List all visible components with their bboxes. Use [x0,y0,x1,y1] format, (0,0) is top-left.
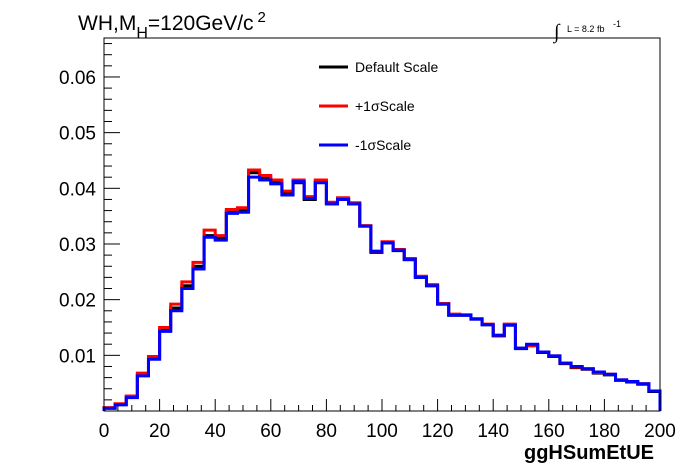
series-line-1 [102,168,662,411]
x-tick-label: 140 [477,421,509,442]
luminosity-label: ∫ L = 8.2 fb -1 [552,19,621,44]
legend-label: Default Scale [355,59,438,75]
series-line-0 [102,171,662,411]
x-tick-label: 200 [644,421,676,442]
axes-layer: 0 20 40 60 80 100 120 140 160 180 200 0.01 0.02 0.03 0… [59,43,676,442]
x-tick-label: 20 [149,421,170,442]
y-tick-label: 0.05 [59,124,96,145]
luminosity-exponent: -1 [613,19,621,29]
title-superscript: 2 [258,9,266,26]
title-subscript: H [136,25,148,42]
y-tick-label: 0.01 [59,346,96,367]
title-rest: =120GeV/c [148,12,254,35]
chart-title: WH,MH=120GeV/c 2 [78,9,266,42]
x-tick-label: 0 [99,421,110,442]
x-tick-label: 40 [205,421,226,442]
x-tick-label: 160 [533,421,565,442]
x-tick-label: 100 [366,421,398,442]
x-axis-label: ggHSumEtUE [524,442,654,464]
y-tick-label: 0.06 [59,68,96,89]
x-tick-label: 80 [316,421,337,442]
x-tick-label: 180 [589,421,621,442]
y-tick-label: 0.02 [59,291,96,312]
plot-frame [103,37,661,412]
series-line-2 [102,175,662,411]
y-tick-label: 0.04 [59,179,96,200]
luminosity-text: L = 8.2 fb [567,24,604,34]
series-layer [102,168,662,411]
title-main: WH,M [78,12,136,35]
legend-label: +1σScale [355,98,415,114]
integral-sign: ∫ [552,21,561,44]
legend: Default Scale +1σScale -1σScale [319,59,438,153]
y-tick-label: 0.03 [59,235,96,256]
legend-label: -1σScale [355,137,411,153]
x-tick-label: 60 [260,421,281,442]
x-tick-label: 120 [422,421,454,442]
